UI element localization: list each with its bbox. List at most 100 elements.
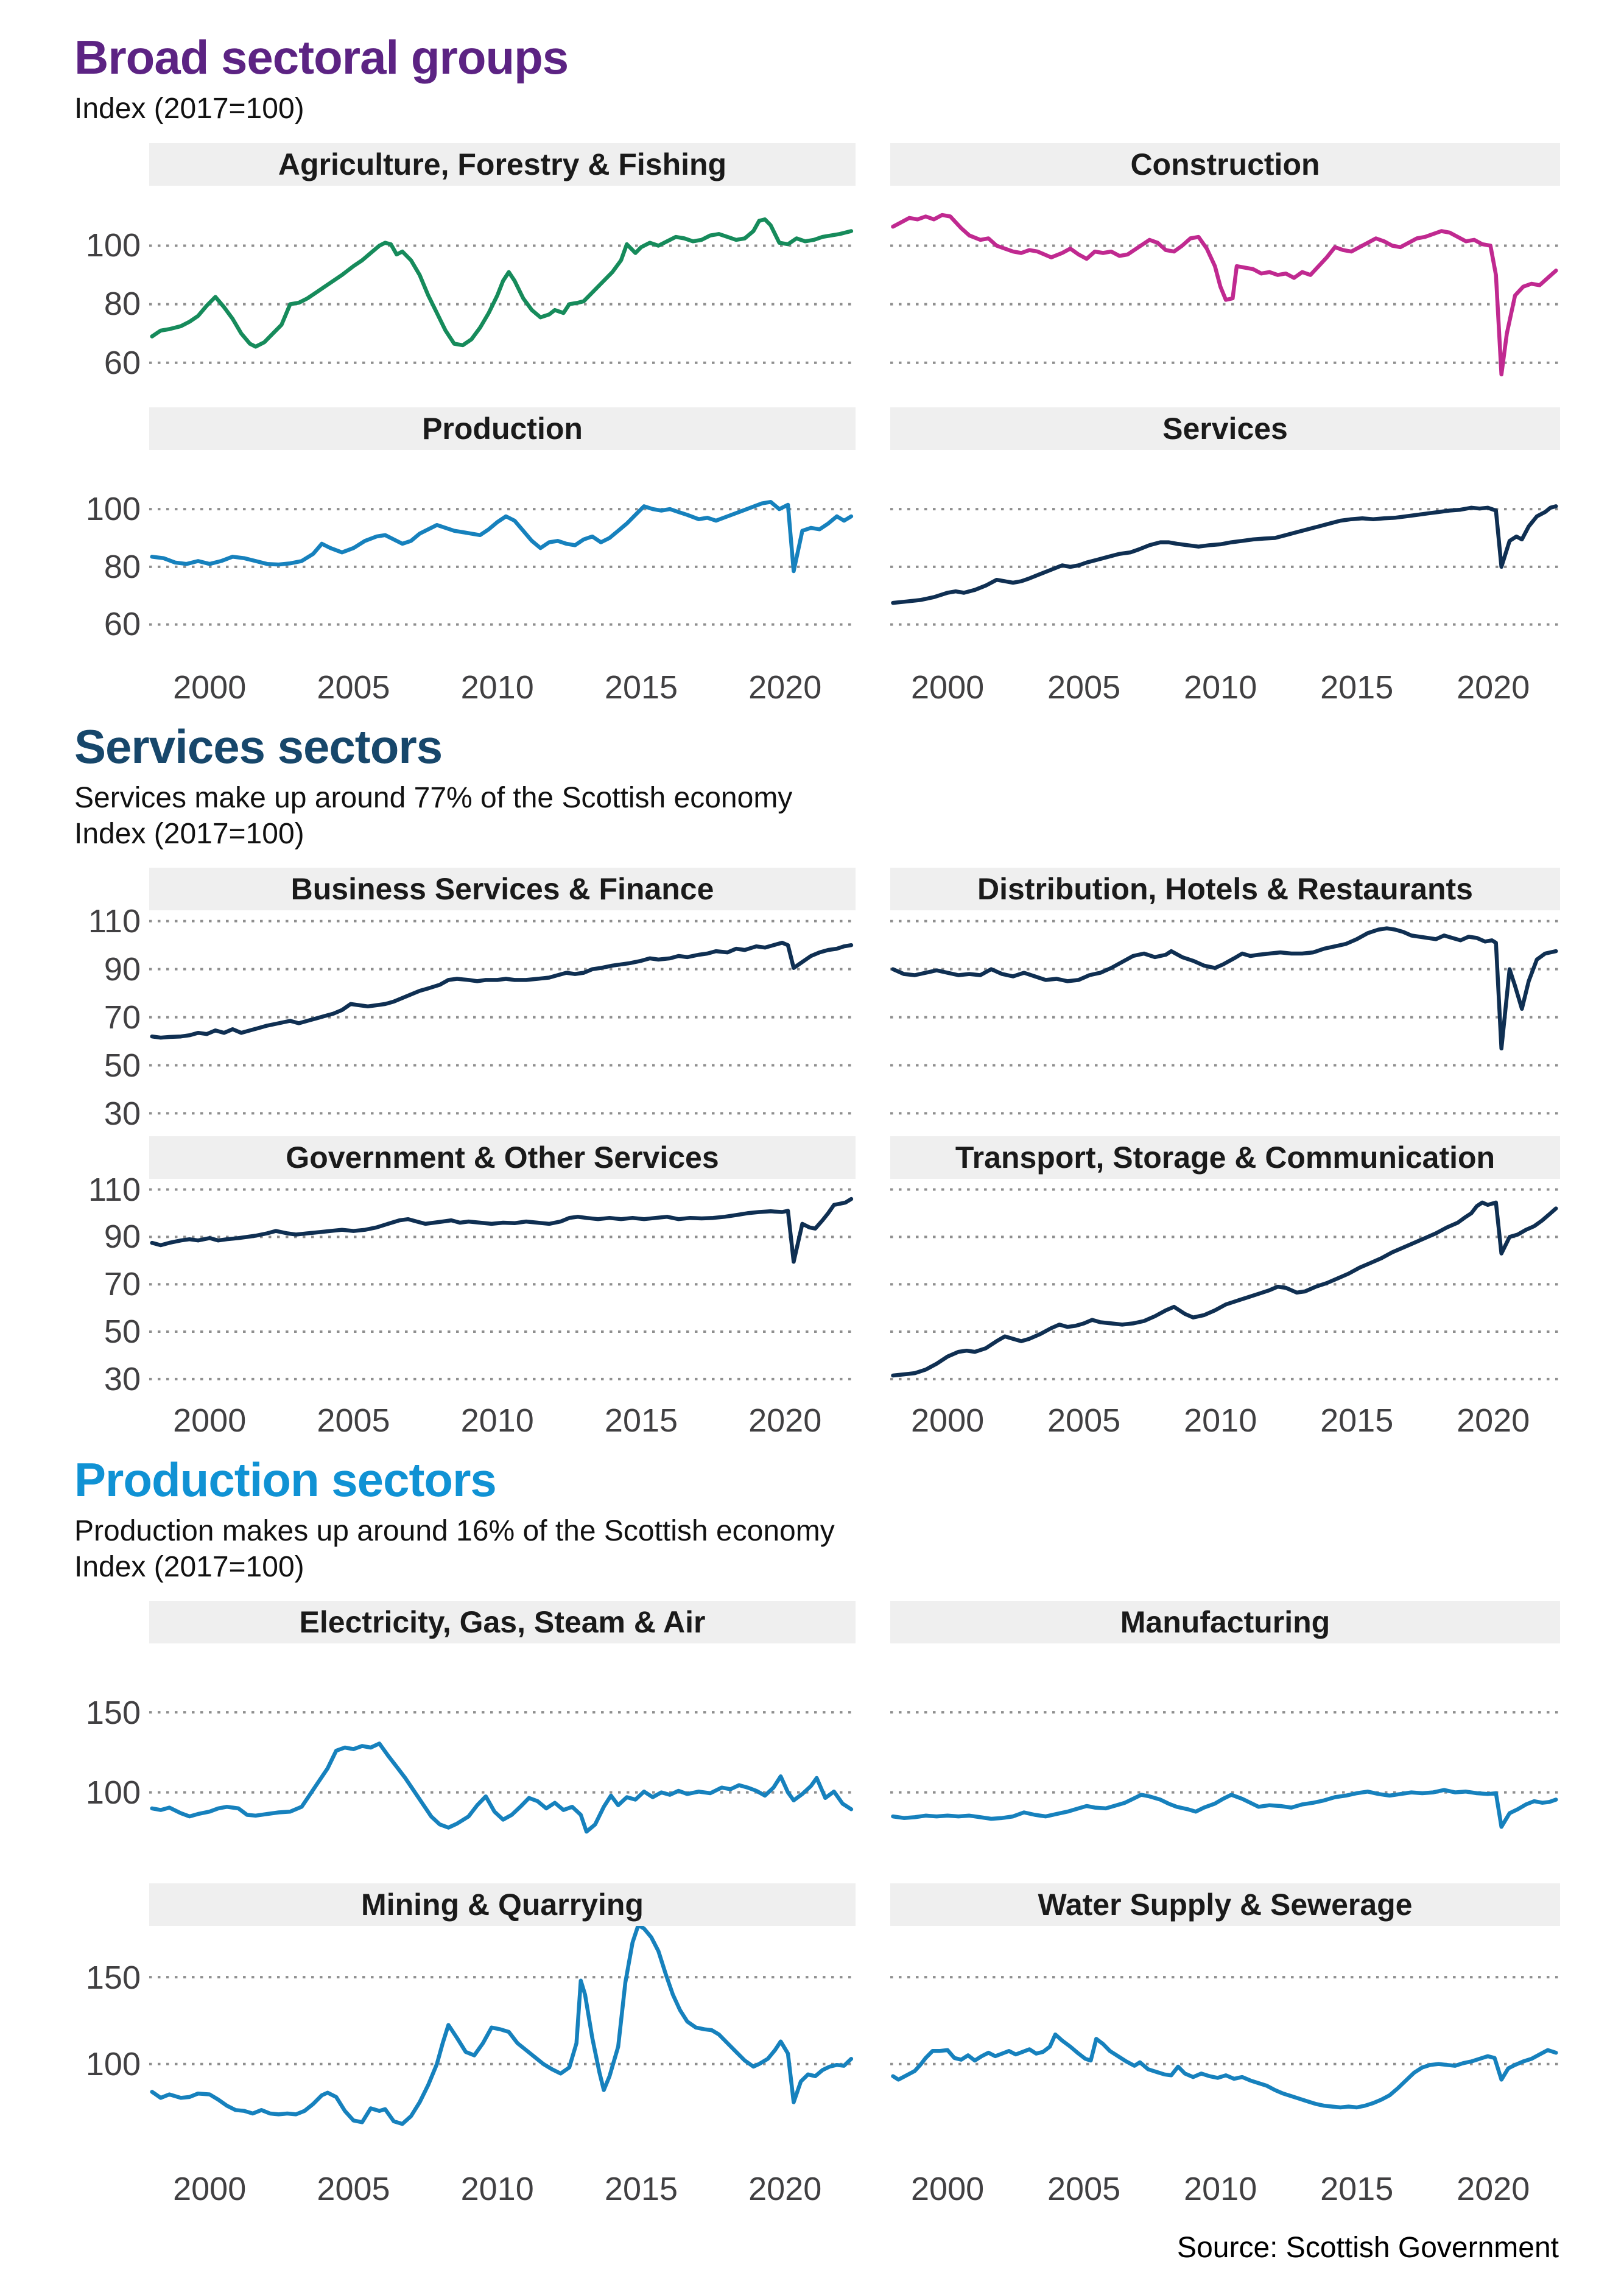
y-tick-label: 150 <box>85 1694 141 1731</box>
panel-title-water: Water Supply & Sewerage <box>890 1883 1560 1927</box>
y-tick-label: 100 <box>85 2046 141 2083</box>
y-tick-label: 110 <box>88 1171 141 1208</box>
x-tick-label: 2015 <box>1320 669 1394 706</box>
section-heading-production: Production sectors <box>74 1453 497 1507</box>
mining-line <box>150 1926 854 2126</box>
production-line <box>150 499 854 574</box>
x-axis-row: 2000 2005 2010 2015 2020 2000 2005 2010 2015 2020 <box>74 1402 1624 1442</box>
y-axis-labels: 110 90 70 50 30 <box>74 1136 149 1398</box>
x-tick-label: 2010 <box>460 669 534 706</box>
chart-row: 100 80 60 Production Services <box>74 407 1624 665</box>
services-line <box>891 504 1558 605</box>
x-tick-label: 2010 <box>460 1402 534 1439</box>
x-tick-label: 2015 <box>1320 1402 1394 1439</box>
x-tick-label: 2020 <box>1457 1402 1530 1439</box>
section-charts-broad: 100 80 60 Agriculture, Forestry & Fishing Co… <box>74 142 1624 709</box>
section-services: Services sectors Services make up around … <box>74 721 1624 1442</box>
section-charts-services: 110 90 70 50 30 Business Services & Finance Di… <box>74 868 1624 1442</box>
chart-business <box>149 919 856 1115</box>
distribution-line <box>891 926 1558 1051</box>
chart-services <box>890 504 1560 626</box>
panel-manufacturing: Manufacturing <box>890 1601 1560 1880</box>
source-credit: Source: Scottish Government <box>1177 2232 1559 2265</box>
x-tick-label: 2010 <box>1184 669 1257 706</box>
x-axis-gutter <box>74 1402 149 1442</box>
x-tick-label: 2005 <box>317 2171 390 2208</box>
y-tick-label: 100 <box>85 490 141 527</box>
x-tick-label: 2000 <box>173 669 247 706</box>
transport-line <box>891 1200 1558 1378</box>
water-line <box>891 2033 1558 2110</box>
panel-distribution: Distribution, Hotels & Restaurants <box>890 868 1560 1133</box>
government-line <box>150 1196 854 1264</box>
panel-construction: Construction <box>890 142 1560 404</box>
x-tick-label: 2015 <box>604 2171 678 2208</box>
y-tick-label: 150 <box>85 1959 141 1996</box>
x-tick-label: 2010 <box>460 2171 534 2208</box>
business-line <box>150 941 854 1040</box>
panel-agriculture: Agriculture, Forestry & Fishing <box>149 142 856 404</box>
panel-electricity: Electricity, Gas, Steam & Air <box>149 1601 856 1880</box>
section-heading-services: Services sectors <box>74 719 443 773</box>
section-charts-production: 150 100 Electricity, Gas, Steam & Air Manuf… <box>74 1601 1624 2210</box>
x-tick-label: 2015 <box>604 669 678 706</box>
section-production: Production sectors Production makes up ar… <box>74 1454 1624 2210</box>
panel-title-transport: Transport, Storage & Communication <box>890 1136 1560 1179</box>
chart-agriculture <box>149 217 856 364</box>
y-axis-labels: 100 80 60 <box>74 143 149 404</box>
panel-production: Production <box>149 407 856 665</box>
agriculture-line <box>150 217 854 349</box>
electricity-line <box>150 1741 854 1834</box>
y-tick-label: 30 <box>104 1360 141 1397</box>
x-tick-label: 2000 <box>173 1402 247 1439</box>
x-axis-row: 2000 2005 2010 2015 2020 2000 2005 2010 2015 2020 <box>74 2170 1624 2210</box>
x-axis-labels: 2000 2005 2010 2015 2020 <box>149 1402 856 1442</box>
y-axis-labels: 110 90 70 50 30 <box>74 868 149 1133</box>
chart-distribution <box>890 919 1560 1115</box>
section-subtitle: Index (2017=100) <box>74 93 304 125</box>
chart-row: 100 80 60 Agriculture, Forestry & Fishing Co… <box>74 142 1624 404</box>
x-tick-label: 2005 <box>317 669 390 706</box>
x-tick-label: 2010 <box>1184 1402 1257 1439</box>
chart-row: 150 100 Electricity, Gas, Steam & Air Manuf… <box>74 1601 1624 1880</box>
x-tick-label: 2015 <box>604 1402 678 1439</box>
manufacturing-line <box>891 1788 1558 1829</box>
y-tick-label: 80 <box>104 286 141 323</box>
chart-construction <box>890 213 1560 376</box>
chart-transport <box>890 1188 1560 1380</box>
panel-title-distribution: Distribution, Hotels & Restaurants <box>890 868 1560 911</box>
x-axis-labels: 2000 2005 2010 2015 2020 <box>890 669 1560 709</box>
construction-line <box>891 213 1558 376</box>
panel-title-services: Services <box>890 407 1560 450</box>
panel-mining: Mining & Quarrying <box>149 1883 856 2166</box>
x-axis-labels: 2000 2005 2010 2015 2020 <box>890 2170 1560 2210</box>
x-axis-row: 2000 2005 2010 2015 2020 2000 2005 2010 2015 2020 <box>74 669 1624 709</box>
y-tick-label: 70 <box>104 1266 141 1303</box>
y-axis-labels: 150 100 <box>74 1601 149 1880</box>
x-axis-labels: 2000 2005 2010 2015 2020 <box>149 669 856 709</box>
panel-title-manufacturing: Manufacturing <box>890 1601 1560 1644</box>
x-axis-labels: 2000 2005 2010 2015 2020 <box>890 1402 1560 1442</box>
panel-title-mining: Mining & Quarrying <box>149 1883 856 1927</box>
y-tick-label: 50 <box>104 1047 141 1084</box>
chart-water <box>890 1976 1560 2110</box>
section-heading-broad: Broad sectoral groups <box>74 30 569 84</box>
x-tick-label: 2000 <box>911 1402 985 1439</box>
y-tick-label: 100 <box>85 227 141 264</box>
chart-row: 150 100 Mining & Quarrying Water Supply & S… <box>74 1883 1624 2166</box>
panel-services: Services <box>890 407 1560 665</box>
panel-title-business: Business Services & Finance <box>149 868 856 911</box>
x-axis-labels: 2000 2005 2010 2015 2020 <box>149 2170 856 2210</box>
x-axis-gutter <box>74 669 149 709</box>
panel-title-agriculture: Agriculture, Forestry & Fishing <box>149 142 856 186</box>
x-tick-label: 2020 <box>1457 669 1530 706</box>
section-subtitle: Index (2017=100) <box>74 1550 304 1583</box>
x-tick-label: 2015 <box>1320 2171 1394 2208</box>
section-subtitle: Production makes up around 16% of the Sc… <box>74 1515 835 1548</box>
y-tick-label: 100 <box>85 1774 141 1811</box>
panel-title-electricity: Electricity, Gas, Steam & Air <box>149 1601 856 1644</box>
x-tick-label: 2005 <box>1047 2171 1121 2208</box>
x-tick-label: 2000 <box>173 2171 247 2208</box>
chart-electricity <box>149 1711 856 1834</box>
